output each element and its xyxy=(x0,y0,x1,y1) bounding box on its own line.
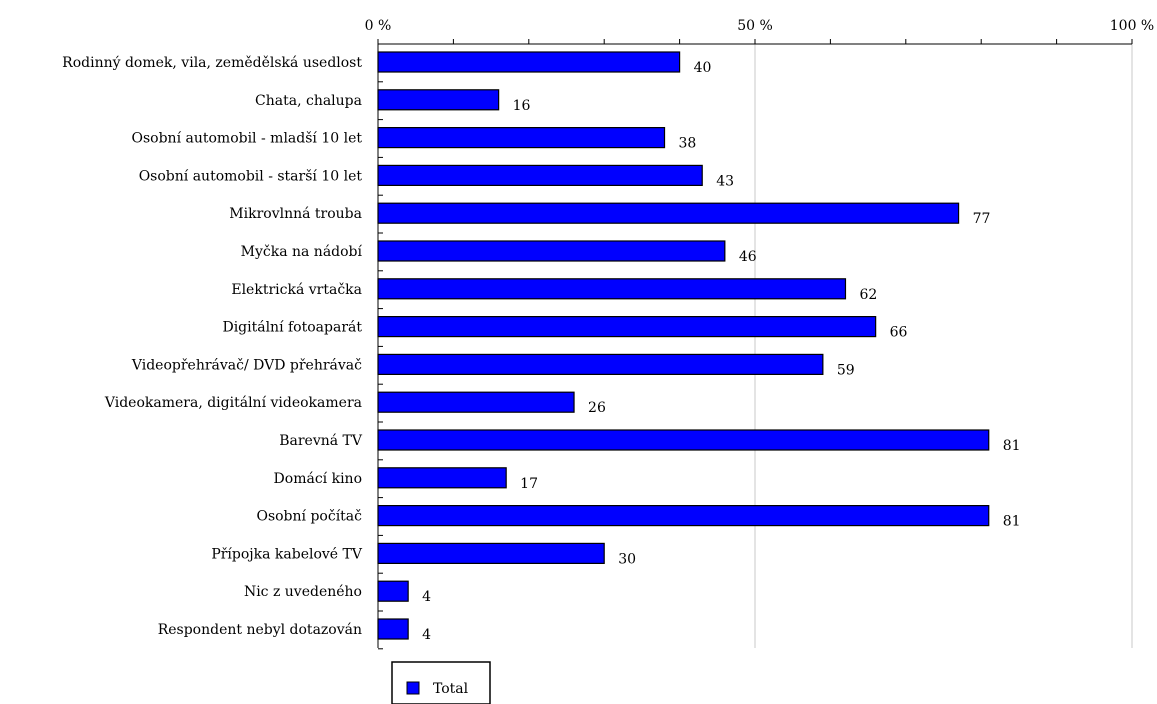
bar xyxy=(377,316,877,338)
category-label: Barevná TV xyxy=(279,433,363,449)
category-label: Osobní počítač xyxy=(256,509,362,525)
category-label: Osobní automobil - starší 10 let xyxy=(139,167,363,184)
value-label: 17 xyxy=(520,476,538,492)
value-label: 40 xyxy=(694,60,712,76)
value-label: 81 xyxy=(1003,514,1021,530)
bar xyxy=(377,202,960,224)
gridlines xyxy=(754,44,1133,648)
value-label: 59 xyxy=(837,362,855,378)
value-label: 62 xyxy=(859,287,877,303)
bar xyxy=(377,51,681,73)
bar xyxy=(377,89,500,111)
bar xyxy=(377,353,824,375)
value-label: 66 xyxy=(890,325,908,341)
category-label: Mikrovlnná trouba xyxy=(229,206,362,222)
category-label: Chata, chalupa xyxy=(255,93,362,109)
legend-swatch xyxy=(406,681,420,695)
bar xyxy=(377,126,666,149)
x-tick-label: 50 % xyxy=(737,18,773,34)
value-label: 77 xyxy=(973,211,991,227)
value-label: 30 xyxy=(618,551,636,567)
value-label: 16 xyxy=(513,98,531,114)
category-label: Osobní automobil - mladší 10 let xyxy=(132,130,363,147)
value-label: 81 xyxy=(1003,438,1021,454)
legend-label: Total xyxy=(433,681,469,697)
bars xyxy=(377,51,990,640)
bar xyxy=(377,278,847,300)
bar xyxy=(377,467,507,489)
category-label: Elektrická vrtačka xyxy=(231,282,362,298)
value-label: 4 xyxy=(422,589,431,605)
category-label: Respondent nebyl dotazován xyxy=(158,622,362,638)
category-label: Přípojka kabelové TV xyxy=(211,546,363,562)
axes: 0 % 50 % 100 % xyxy=(365,18,1154,650)
category-label: Myčka na nádobí xyxy=(241,244,363,260)
category-label: Digitální fotoaparát xyxy=(222,320,362,336)
x-tick-label: 100 % xyxy=(1110,18,1154,34)
bar xyxy=(377,505,990,527)
category-labels: Rodinný domek, vila, zemědělská usedlost… xyxy=(62,54,363,638)
category-label: Videokamera, digitální videokamera xyxy=(104,395,362,411)
category-label: Videopřehrávač/ DVD přehrávač xyxy=(131,357,362,373)
value-label: 46 xyxy=(739,249,757,265)
value-label: 4 xyxy=(422,627,431,643)
value-label: 38 xyxy=(679,136,697,152)
category-label: Domácí kino xyxy=(274,471,362,487)
value-labels: 40 16 38 43 77 46 62 66 59 26 81 17 81 30 4 4 xyxy=(422,60,1020,643)
bar xyxy=(377,240,726,262)
x-tick-label: 0 % xyxy=(365,18,392,34)
bar xyxy=(377,618,409,640)
category-label: Rodinný domek, vila, zemědělská usedlost xyxy=(62,54,362,71)
bar xyxy=(377,429,990,451)
bar xyxy=(377,542,605,565)
value-label: 26 xyxy=(588,400,606,416)
bar xyxy=(377,580,409,602)
legend: Total xyxy=(391,661,491,704)
value-label: 43 xyxy=(716,173,734,189)
category-label: Nic z uvedeného xyxy=(244,584,362,600)
bar xyxy=(377,391,575,413)
bar xyxy=(377,164,703,186)
